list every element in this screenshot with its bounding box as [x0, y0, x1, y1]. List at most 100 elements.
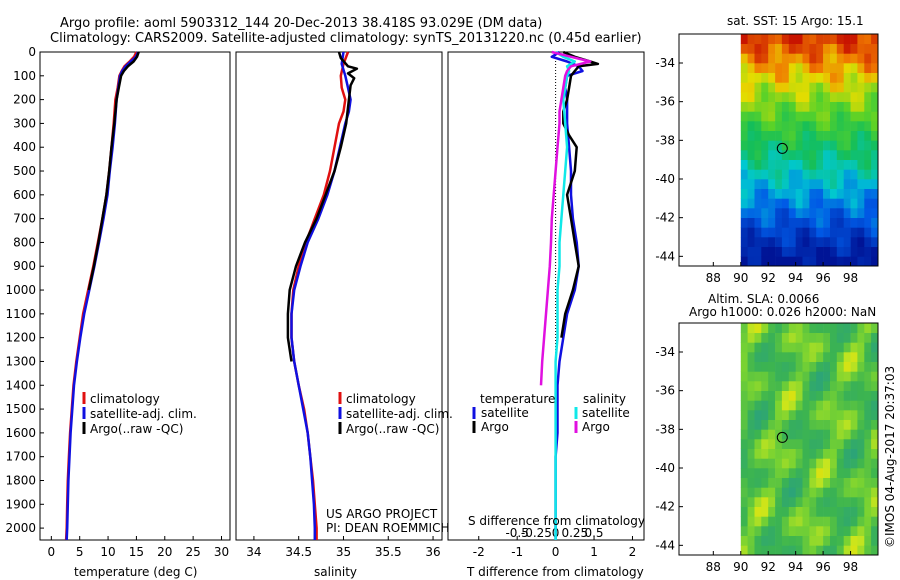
map-cell — [850, 361, 858, 372]
sla-map-subtitle: Argo h1000: 0.026 h2000: NaN — [689, 305, 876, 319]
map-cell — [823, 130, 831, 141]
map-cell — [864, 121, 872, 131]
sst-map-title: sat. SST: 15 Argo: 15.1 — [727, 14, 864, 28]
map-cell — [761, 217, 769, 228]
map-cell — [754, 439, 762, 449]
map-cell — [830, 72, 838, 83]
map-cell — [754, 150, 762, 160]
map-cell — [802, 237, 810, 247]
map-cell — [802, 169, 810, 180]
map-cell — [740, 53, 748, 64]
map-cell — [857, 410, 865, 420]
map-cell — [816, 72, 824, 83]
map-cell — [768, 468, 776, 478]
s-tick-label: -0.25 — [521, 526, 552, 540]
map-cell — [802, 63, 810, 73]
map-cell — [830, 352, 838, 362]
map-cell — [836, 111, 844, 122]
map-cell — [850, 188, 858, 199]
map-cell — [816, 497, 824, 507]
map-cell — [747, 34, 755, 44]
map-cell — [850, 256, 858, 267]
map-cell — [775, 477, 783, 488]
map-cell — [816, 256, 824, 267]
map-cell — [740, 237, 748, 247]
map-cell — [823, 477, 831, 488]
map-cell — [795, 53, 803, 64]
map-cell — [775, 159, 783, 170]
map-cell — [823, 179, 831, 189]
map-cell — [788, 497, 796, 507]
map-cell — [809, 545, 817, 556]
map-cell — [747, 371, 755, 382]
map-cell — [871, 400, 879, 411]
map-cell — [788, 429, 796, 440]
map-cell — [761, 516, 769, 527]
map-cell — [781, 487, 790, 498]
map-cell — [843, 63, 851, 73]
map-cell — [747, 352, 755, 362]
map-x-tick-label: 96 — [815, 271, 830, 285]
map-cell — [795, 439, 803, 449]
map-cell — [768, 526, 776, 536]
map-cell — [823, 419, 831, 430]
map-cell — [850, 101, 858, 112]
map-cell — [823, 439, 831, 449]
map-cell — [747, 516, 755, 527]
map-cell — [802, 43, 810, 54]
map-cell — [836, 448, 844, 459]
map-cell — [775, 198, 783, 209]
map-cell — [781, 419, 790, 430]
depth-tick-label: 100 — [13, 69, 36, 83]
map-cell — [754, 526, 762, 536]
map-cell — [761, 63, 769, 73]
map-cell — [871, 371, 879, 382]
map-cell — [857, 169, 865, 180]
map-cell — [850, 332, 858, 343]
map-cell — [864, 63, 872, 73]
map-y-tick-label: -36 — [655, 384, 675, 398]
sst-map-x-ticks: 88 90 92 94 96 98 — [706, 262, 858, 285]
map-cell — [788, 188, 796, 199]
map-cell — [830, 121, 838, 131]
map-cell — [775, 535, 783, 546]
map-cell — [775, 400, 783, 411]
sla-profile-location-marker — [776, 431, 788, 443]
map-cell — [857, 535, 865, 546]
map-cell — [843, 361, 851, 372]
map-cell — [864, 381, 872, 391]
map-cell — [795, 468, 803, 478]
map-cell — [857, 419, 865, 430]
map-cell — [795, 400, 803, 411]
map-cell — [795, 179, 803, 189]
map-cell — [864, 448, 872, 459]
map-cell — [740, 361, 748, 372]
map-cell — [871, 526, 879, 536]
map-cell — [864, 169, 872, 180]
map-cell — [816, 516, 824, 527]
map-cell — [788, 111, 796, 122]
map-cell — [754, 323, 762, 333]
map-cell — [871, 246, 879, 257]
map-cell — [775, 545, 783, 556]
sla-map-x-ticks: 88 90 92 94 96 98 — [706, 551, 858, 574]
map-cell — [823, 516, 831, 527]
map-cell — [850, 545, 858, 556]
map-cell — [809, 352, 817, 362]
series-line-argo-raw-qc — [87, 51, 140, 291]
map-cell — [850, 150, 858, 160]
map-cell — [857, 140, 865, 151]
x-tick-label: 10 — [100, 545, 115, 559]
map-cell — [809, 400, 817, 411]
map-cell — [830, 448, 838, 459]
map-cell — [775, 227, 783, 238]
map-cell — [761, 458, 769, 469]
map-cell — [830, 111, 838, 122]
depth-tick-label: 0 — [28, 45, 36, 59]
map-cell — [850, 535, 858, 546]
map-cell — [795, 82, 803, 93]
map-cell — [781, 497, 790, 507]
map-cell — [823, 208, 831, 218]
map-cell — [836, 390, 844, 401]
map-cell — [781, 63, 790, 73]
